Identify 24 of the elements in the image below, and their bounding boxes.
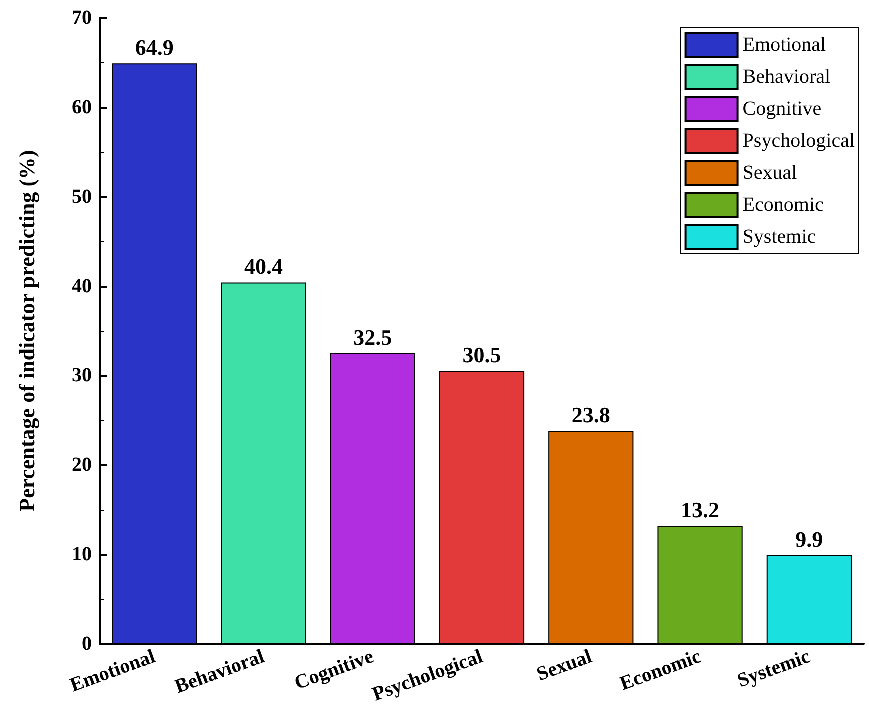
data-label: 9.9 [796,526,824,552]
legend-label: Systemic [742,226,816,248]
y-tick-label: 30 [72,364,92,387]
y-tick-label: 40 [72,275,92,298]
y-tick-label: 10 [72,544,92,566]
data-label: 64.9 [135,35,174,60]
legend-label: Cognitive [742,98,822,120]
data-label: 30.5 [462,342,502,368]
data-label: 32.5 [354,324,392,350]
y-tick-label: 60 [72,96,92,118]
y-tick-label: 20 [72,454,92,476]
y-tick-label: 0 [82,633,92,655]
legend-label: Economic [742,194,824,216]
y-tick-label: 50 [72,186,92,208]
data-label: 40.4 [244,254,283,280]
legend-label: Sexual [742,162,798,184]
y-axis-title: Percentage of indicator predicting (%) [14,150,40,512]
data-label: 13.2 [681,497,720,522]
data-label: 23.8 [572,402,610,428]
y-tick-label: 70 [72,7,92,29]
legend-label: Emotional [742,34,827,56]
legend-label: Behavioral [742,66,831,88]
legend-label: Psychological [742,130,856,152]
x-tick-label: Sexual [534,646,596,686]
